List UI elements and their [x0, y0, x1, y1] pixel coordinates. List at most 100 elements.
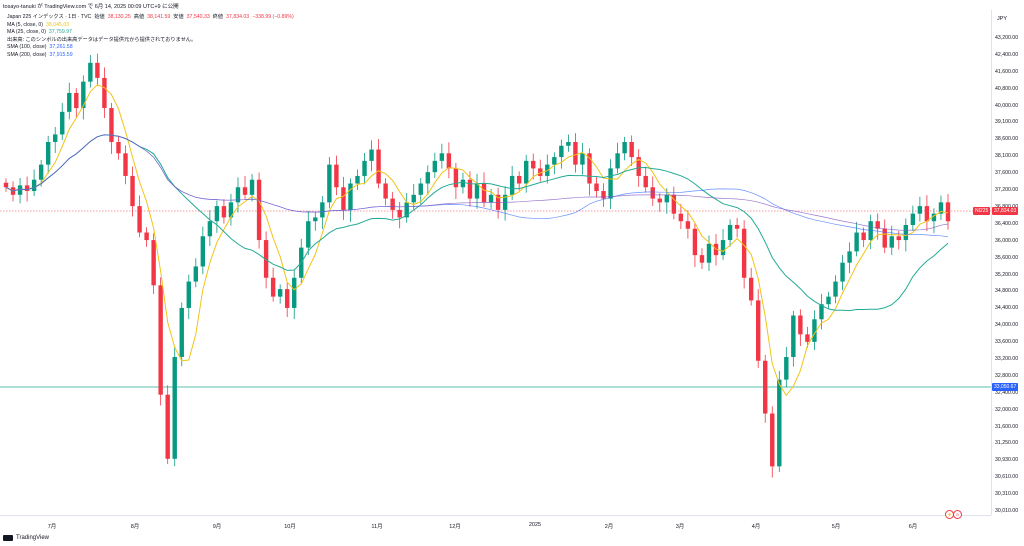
candle-body	[727, 224, 733, 241]
candle-body	[158, 285, 163, 395]
candle-body	[643, 175, 648, 188]
candle-body	[580, 153, 585, 165]
candle-body	[284, 289, 290, 308]
candle-body	[292, 277, 297, 308]
time-axis-border	[0, 515, 991, 516]
candle-body	[531, 160, 536, 169]
candle-body	[123, 153, 128, 176]
indicator-value: 37,759.97	[48, 29, 72, 36]
indicator-volume[interactable]: 出来高: このシンボルの出来高データはデータ提供元から提供されておりません。	[7, 37, 294, 45]
candle-body	[833, 281, 838, 297]
candle-body	[798, 315, 803, 335]
candle-body	[566, 142, 571, 146]
candle-body	[235, 187, 241, 203]
candle-body	[664, 194, 670, 203]
y-tick-label: 32,400.00	[995, 389, 1019, 396]
candle-body	[277, 289, 283, 297]
candle-body	[242, 187, 248, 195]
y-tick-label: 37,600.00	[995, 170, 1019, 177]
candlestick-chart[interactable]	[0, 0, 991, 516]
y-tick-label: 43,200.00	[995, 35, 1019, 41]
candle-body	[903, 224, 909, 241]
low-label: 安値	[173, 14, 184, 20]
y-tick-label: 40,800.00	[995, 85, 1019, 92]
candle-body	[460, 179, 466, 188]
candle-body	[179, 307, 184, 357]
indicator-ma25[interactable]: MA (25, close, 0) 37,759.97	[7, 29, 294, 37]
candle-body	[418, 183, 423, 195]
close-label: 終値	[212, 14, 224, 20]
candle-body	[861, 232, 866, 241]
candle-body	[671, 194, 677, 214]
candle-body	[186, 281, 191, 308]
candle-body	[755, 300, 761, 361]
candle-body	[362, 160, 367, 176]
close-value: 37,834.03	[226, 14, 250, 20]
event-marker-icon[interactable]: ⊙	[953, 510, 962, 519]
candle-body	[214, 206, 220, 222]
indicator-value: 37,915.59	[49, 51, 73, 58]
candle-body	[376, 149, 381, 184]
y-tick-label: 36,000.00	[995, 237, 1019, 244]
candle-body	[165, 394, 170, 459]
candle-body	[938, 202, 944, 214]
candle-body	[432, 160, 438, 173]
candle-body	[819, 304, 824, 320]
candle-body	[151, 240, 156, 286]
y-tick-label: 42,400.00	[995, 51, 1019, 58]
candle-body	[629, 142, 634, 158]
change-value: −338.99 (−0.89%)	[252, 14, 294, 20]
candle-body	[770, 413, 775, 467]
candle-body	[699, 255, 705, 263]
y-tick-label: 33,200.00	[995, 355, 1019, 362]
indicator-sma100[interactable]: SMA (100, close) 37,261.58	[7, 44, 294, 52]
y-tick-label: 39,100.00	[995, 119, 1019, 126]
candle-body	[805, 334, 810, 342]
price-tag-symbol: NI225	[973, 207, 991, 215]
candle-body	[587, 153, 592, 184]
symbol-title[interactable]: Japan 225 インデックス · 1日 · TVC	[7, 14, 92, 20]
y-tick-label: 30,610.00	[995, 474, 1019, 481]
candle-body	[601, 191, 606, 199]
candle-body	[404, 202, 409, 218]
candle-body	[875, 221, 880, 229]
candle-body	[53, 134, 58, 143]
sma200-line	[5, 134, 949, 231]
candle-body	[509, 175, 515, 195]
candle-body	[552, 157, 557, 165]
y-tick-label: 30,930.00	[995, 457, 1019, 464]
y-tick-label: 38,600.00	[995, 136, 1019, 143]
candle-body	[95, 62, 100, 78]
candle-body	[784, 356, 789, 380]
candle-body	[573, 142, 578, 165]
indicator-value: 38,045.03	[46, 21, 70, 28]
candle-body	[924, 206, 930, 222]
footer-brand[interactable]: TradingView	[3, 535, 49, 541]
candle-body	[524, 160, 529, 184]
price-axis[interactable]	[991, 10, 1024, 515]
candle-body	[777, 379, 782, 467]
indicator-value: 37,261.58	[49, 44, 73, 51]
candle-body	[109, 108, 114, 143]
candle-body	[369, 149, 374, 161]
candle-body	[144, 232, 149, 241]
candle-body	[341, 187, 346, 210]
candle-body	[931, 213, 937, 222]
candle-body	[193, 266, 199, 282]
ma25-line	[5, 134, 949, 312]
y-tick-label: 40,000.00	[995, 102, 1019, 109]
x-tick-label: 9月	[212, 524, 222, 530]
tradingview-logo-icon	[3, 535, 13, 541]
indicator-ma5[interactable]: MA (5, close, 0) 38,045.03	[7, 22, 294, 30]
y-tick-label: 32,000.00	[995, 406, 1019, 413]
candle-body	[327, 164, 332, 203]
candle-body	[17, 185, 23, 195]
candle-body	[249, 179, 255, 195]
candle-body	[383, 183, 388, 199]
x-tick-label: 3月	[675, 524, 685, 530]
candle-body	[102, 77, 107, 109]
indicator-sma200[interactable]: SMA (200, close) 37,915.59	[7, 52, 294, 60]
candle-body	[306, 221, 311, 248]
candle-body	[608, 168, 613, 199]
candle-body	[74, 92, 79, 109]
